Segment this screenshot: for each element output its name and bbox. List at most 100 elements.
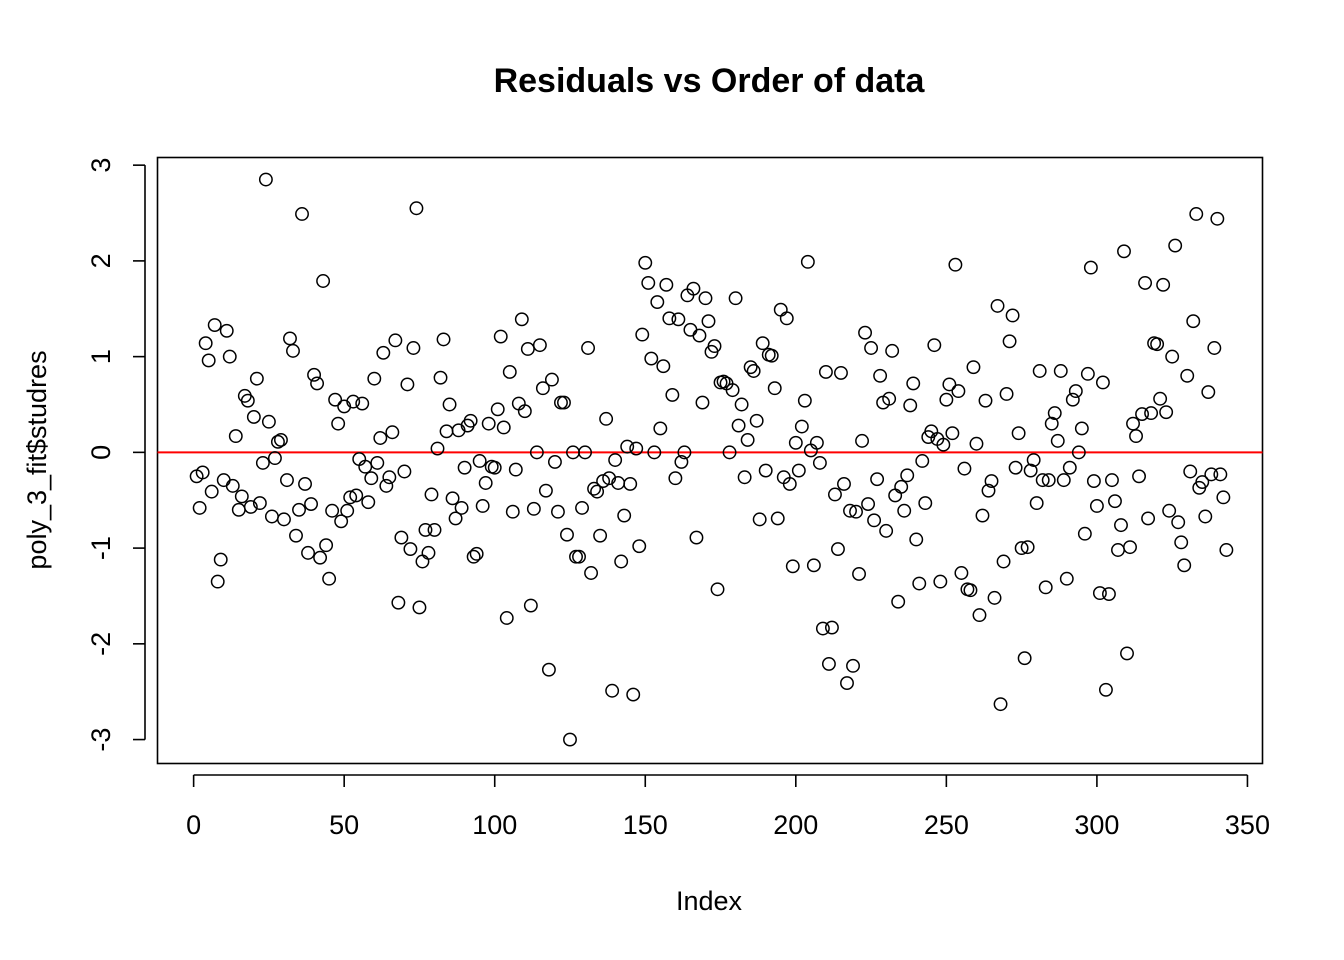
data-point (346, 394, 361, 409)
data-point (909, 532, 924, 547)
data-point (502, 364, 517, 379)
data-point (442, 397, 457, 412)
x-tick-label: 50 (329, 810, 359, 840)
data-point (364, 471, 379, 486)
data-point (572, 549, 586, 564)
data-point (686, 281, 701, 296)
data-point (1044, 416, 1059, 431)
data-point (879, 523, 894, 538)
data-point (292, 502, 306, 517)
y-axis: -3 -2 -1 0 1 2 3 (86, 158, 146, 752)
data-point (617, 508, 632, 523)
data-point (1032, 364, 1047, 378)
data-point (219, 323, 234, 338)
data-point (656, 359, 671, 374)
data-point (767, 381, 782, 396)
y-tick-label: 3 (86, 158, 116, 173)
data-point (716, 374, 731, 389)
data-point (225, 478, 240, 493)
data-point (505, 504, 520, 519)
data-point (448, 511, 463, 526)
data-point (873, 368, 888, 383)
data-point (828, 487, 842, 502)
data-point (298, 477, 312, 491)
data-point (734, 397, 749, 412)
data-point (1216, 490, 1231, 505)
data-point (918, 496, 933, 511)
data-point (641, 275, 656, 290)
data-point (1183, 464, 1198, 479)
data-point (752, 512, 767, 527)
data-point (322, 571, 337, 586)
data-point (532, 338, 547, 353)
data-point (818, 364, 833, 379)
data-point (472, 454, 487, 468)
data-point (1153, 391, 1168, 406)
data-point (891, 594, 906, 609)
data-point (1141, 511, 1156, 526)
data-point (1002, 334, 1017, 349)
data-point (710, 582, 725, 597)
data-point (210, 574, 225, 589)
data-point (252, 496, 267, 511)
data-point (1159, 405, 1174, 420)
data-point (1123, 540, 1137, 555)
data-point (605, 683, 620, 698)
x-tick-label: 350 (1225, 810, 1270, 840)
data-point (906, 376, 921, 391)
data-point (626, 687, 641, 702)
data-point (1071, 445, 1086, 460)
data-point (304, 497, 319, 512)
data-point (831, 542, 845, 557)
data-point (560, 527, 574, 542)
data-point (824, 620, 839, 635)
data-point (1207, 341, 1222, 355)
data-points (189, 172, 1234, 747)
data-point (1135, 407, 1150, 422)
data-point (864, 341, 879, 355)
data-point (400, 377, 415, 392)
data-point (427, 522, 442, 537)
data-point (677, 445, 692, 460)
data-point (1186, 314, 1201, 329)
data-point (1132, 469, 1147, 484)
data-point (1089, 499, 1104, 513)
data-point (403, 542, 418, 557)
data-point (286, 343, 300, 358)
data-point (1171, 515, 1186, 530)
data-point (987, 590, 1002, 605)
data-point (900, 468, 915, 483)
data-point (430, 441, 445, 456)
data-point (662, 311, 677, 326)
data-point (975, 508, 990, 523)
data-point (1105, 473, 1119, 488)
data-point (951, 384, 966, 399)
data-point (740, 432, 755, 447)
data-point (701, 314, 716, 329)
data-point (794, 419, 809, 434)
data-point (325, 503, 340, 518)
data-point (1165, 349, 1180, 364)
data-point (855, 433, 870, 448)
data-point (942, 377, 957, 392)
data-point (243, 499, 258, 514)
data-point (526, 501, 541, 516)
data-point (228, 429, 243, 444)
data-point (972, 608, 987, 623)
data-point (361, 495, 376, 510)
data-point (343, 490, 358, 505)
data-point (581, 341, 596, 355)
data-point (1065, 392, 1080, 407)
data-point (1080, 366, 1095, 381)
data-point (957, 461, 972, 476)
data-point (927, 338, 942, 353)
data-point (659, 277, 674, 292)
data-point (590, 484, 605, 499)
data-point (267, 451, 282, 466)
data-point (837, 477, 851, 491)
data-point (255, 455, 270, 470)
data-point (295, 207, 309, 221)
data-point (695, 395, 710, 410)
data-point (638, 255, 653, 270)
